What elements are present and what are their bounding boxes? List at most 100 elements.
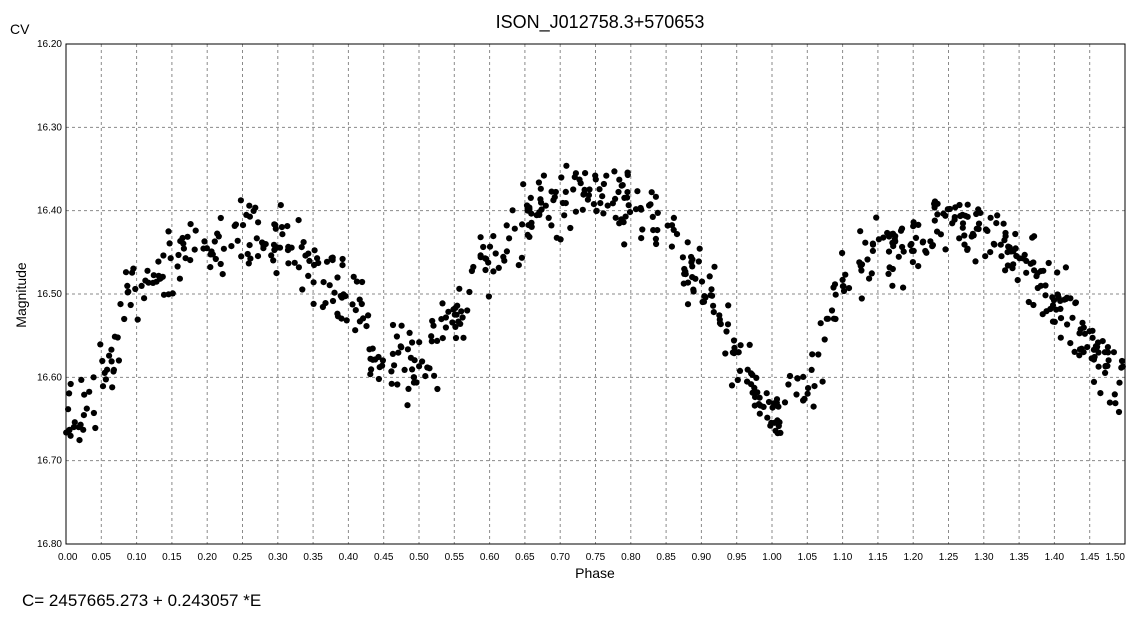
data-point [634,188,641,195]
data-point [934,200,941,207]
data-point [247,255,254,262]
data-point [711,263,718,270]
data-point [454,302,461,309]
data-point [519,221,526,228]
data-point [682,268,689,275]
data-point [334,274,341,281]
data-point [993,220,1000,227]
data-point [184,233,191,240]
data-point [117,301,124,308]
data-point [1079,319,1086,326]
data-point [67,380,74,388]
data-point [503,222,510,229]
data-point [922,247,929,255]
data-point [215,233,222,240]
data-point [579,206,586,213]
data-point [648,189,655,196]
data-point [1012,245,1019,252]
data-point [310,300,317,307]
data-point [339,255,346,263]
data-point [684,239,691,246]
data-point [1089,327,1096,334]
data-point [1027,260,1034,267]
data-point [616,220,623,227]
data-point [699,298,706,306]
data-point [142,277,149,284]
x-tick-labels: 0.00 0.05 0.10 0.15 0.20 0.25 0.30 0.35 0.40 0.45… [58,552,1125,563]
data-point [80,412,87,419]
data-point [219,271,226,278]
data-point [754,389,761,396]
data-point [756,394,763,401]
data-point [889,265,896,273]
data-point [910,247,917,254]
data-point [753,374,760,381]
data-point [858,295,865,302]
data-point [934,211,941,218]
x-tick-label: 1.10 [833,552,853,563]
data-point [810,403,817,410]
data-point [885,270,892,277]
data-point [746,341,753,348]
data-point [430,322,437,329]
data-point [1076,346,1084,353]
data-point [842,271,849,278]
data-point [1054,269,1061,276]
data-point [144,267,151,274]
data-point [108,346,115,353]
y-tick-label: 16.50 [37,289,62,300]
data-point [77,421,84,428]
data-point [329,297,337,305]
data-point [559,199,567,207]
data-point [600,180,608,188]
data-point [912,234,920,241]
data-point [201,238,208,245]
data-point [811,383,818,390]
data-point [889,239,896,246]
data-point [1029,234,1036,241]
data-point [951,214,958,221]
data-point [1118,357,1126,365]
x-tick-label: 1.50 [1106,552,1126,563]
data-point [1023,269,1030,276]
data-point [404,402,411,409]
y-axis-label: Magnitude [13,262,29,328]
data-point [393,333,400,340]
x-tick-label: 0.15 [162,552,182,563]
data-point [723,328,730,335]
data-point [391,362,398,369]
data-point [1069,314,1076,321]
data-point [1006,244,1013,251]
data-point [246,202,253,209]
data-point [431,372,438,379]
data-point [869,247,877,254]
data-point [115,357,122,364]
data-point [334,313,342,320]
data-point [987,249,994,256]
data-point [413,379,420,386]
data-point [177,238,184,245]
data-point [439,300,446,307]
data-point [490,268,497,275]
data-point [962,212,969,219]
x-tick-label: 1.25 [939,552,959,563]
data-point [596,186,603,193]
data-point [358,300,365,308]
data-point [81,391,88,398]
data-point [109,384,116,391]
data-point [1102,369,1109,376]
data-point [869,240,877,247]
data-point [165,228,172,235]
data-point [561,212,568,219]
x-tick-label: 0.45 [374,552,394,563]
data-point [80,426,87,433]
data-point [868,270,875,277]
data-point [388,368,395,375]
data-point [585,192,593,199]
data-point [624,194,631,201]
data-point [858,261,866,268]
data-point [744,366,751,373]
data-point [612,214,619,221]
data-point [138,282,145,289]
